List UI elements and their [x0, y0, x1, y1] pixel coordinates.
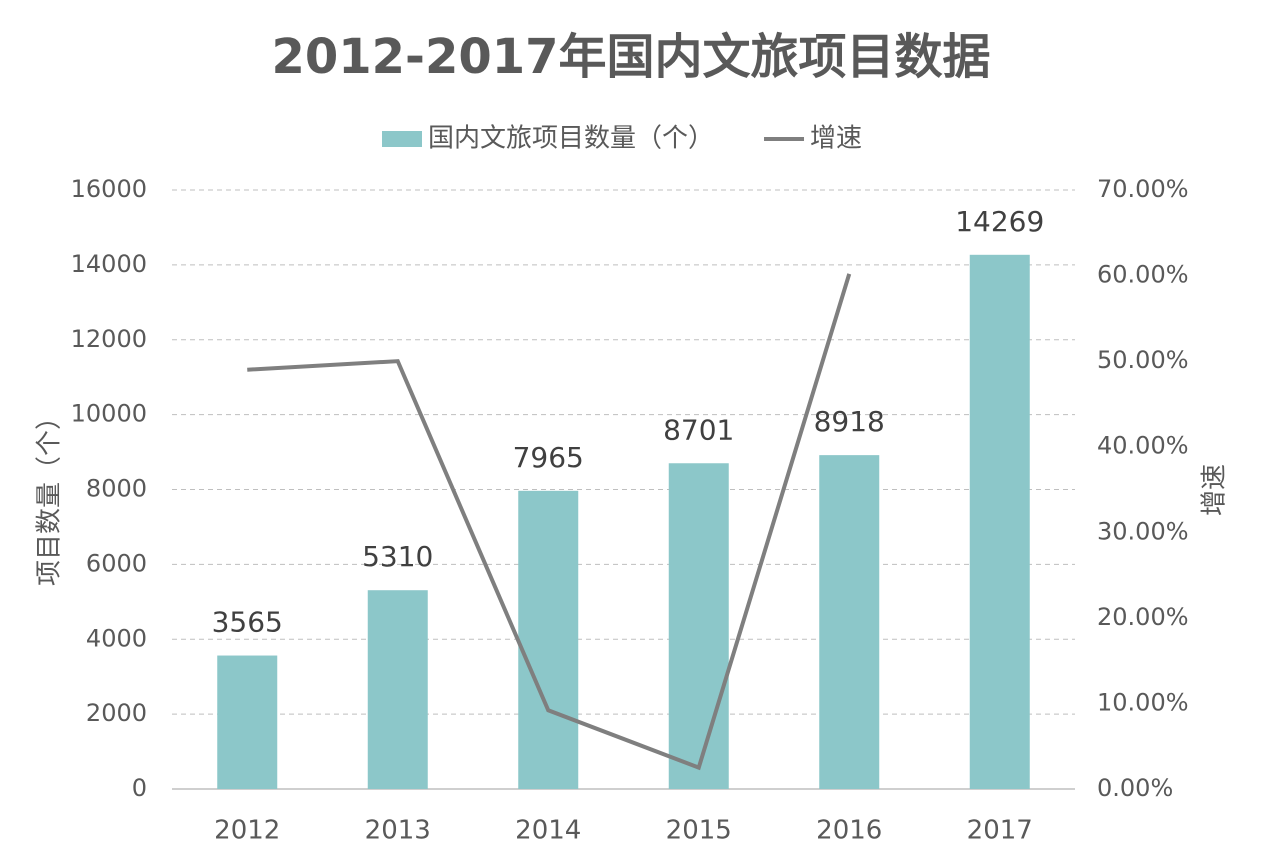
- bar: [819, 455, 880, 789]
- bar: [367, 590, 428, 789]
- x-tick-label: 2012: [214, 816, 280, 846]
- y-tick-label: 14000: [71, 250, 147, 278]
- y2-tick-label: 0.00%: [1097, 774, 1173, 802]
- x-tick-label: 2016: [816, 816, 882, 846]
- bar: [668, 463, 729, 789]
- y-tick-label: 2000: [86, 699, 147, 727]
- data-label: 7965: [513, 441, 584, 474]
- line: [247, 273, 852, 771]
- y2-tick-label: 70.00%: [1097, 175, 1189, 203]
- data-label: 8918: [814, 405, 885, 438]
- chart-title: 2012-2017年国内文旅项目数据: [271, 29, 990, 85]
- bar: [969, 254, 1030, 789]
- y-tick-label: 16000: [71, 175, 147, 203]
- y2-tick-label: 40.00%: [1097, 432, 1189, 460]
- y-tick-label: 0: [132, 774, 147, 802]
- y2-tick-label: 60.00%: [1097, 261, 1189, 289]
- y-tick-label: 6000: [86, 549, 147, 577]
- legend-label: 国内文旅项目数量（个）: [428, 124, 714, 154]
- x-tick-label: 2013: [365, 816, 431, 846]
- legend-swatch: [382, 131, 422, 147]
- y2-tick-label: 30.00%: [1097, 517, 1189, 545]
- x-tick-label: 2014: [515, 816, 581, 846]
- y2-axis-title: 增速: [1200, 464, 1230, 516]
- bar: [518, 490, 579, 789]
- x-tick-label: 2017: [967, 816, 1033, 846]
- y-tick-label: 12000: [71, 325, 147, 353]
- y-tick-label: 10000: [71, 400, 147, 428]
- data-label: 3565: [212, 606, 283, 639]
- y-tick-label: 4000: [86, 624, 147, 652]
- y-axis-title: 项目数量（个）: [35, 404, 65, 586]
- y2-tick-label: 10.00%: [1097, 688, 1189, 716]
- data-label: 14269: [955, 205, 1044, 238]
- data-label: 5310: [362, 540, 433, 573]
- y2-tick-label: 50.00%: [1097, 346, 1189, 374]
- y2-tick-label: 20.00%: [1097, 603, 1189, 631]
- legend-label: 增速: [810, 124, 862, 154]
- y-tick-label: 8000: [86, 475, 147, 503]
- x-tick-label: 2015: [666, 816, 732, 846]
- bar: [217, 655, 278, 789]
- data-label: 8701: [663, 413, 734, 446]
